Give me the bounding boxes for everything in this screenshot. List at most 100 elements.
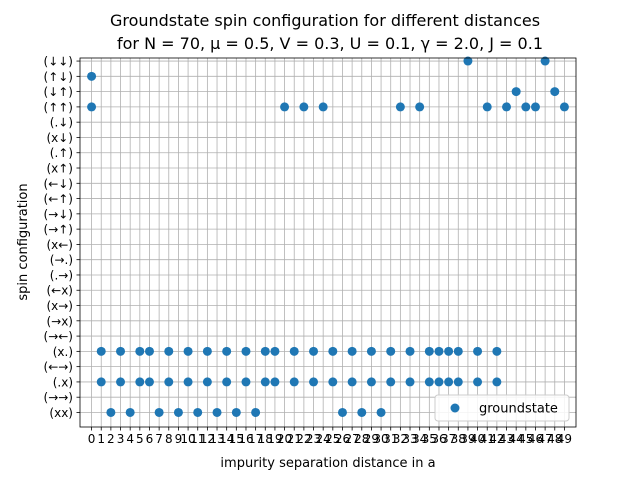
x-tick-label: 25 [325, 432, 340, 446]
y-tick-label: (x→) [46, 299, 73, 313]
y-tick-label: (→↑) [44, 223, 73, 237]
data-point [183, 346, 193, 356]
x-tick-label: 3 [117, 432, 125, 446]
x-tick-label: 22 [296, 432, 311, 446]
y-tick-label: (.↓) [50, 116, 73, 130]
data-point [376, 407, 386, 417]
x-tick-label: 7 [155, 432, 163, 446]
x-tick-label: 6 [146, 432, 154, 446]
x-tick-label: 45 [518, 432, 533, 446]
data-point [164, 377, 174, 387]
x-tick-label: 4 [126, 432, 134, 446]
legend-marker [450, 403, 460, 413]
data-point [521, 102, 531, 112]
data-point [473, 346, 483, 356]
x-tick-label: 15 [229, 432, 244, 446]
data-point [106, 407, 116, 417]
data-point [502, 102, 512, 112]
x-tick-label: 14 [219, 432, 234, 446]
plot-frame [79, 57, 577, 428]
legend: groundstate [434, 394, 570, 422]
data-point [473, 377, 483, 387]
x-tick-label: 1 [97, 432, 105, 446]
x-tick-label: 28 [354, 432, 369, 446]
data-point [260, 377, 270, 387]
data-point [87, 102, 97, 112]
x-tick-label: 29 [364, 432, 379, 446]
y-axis-label: spin configuration [16, 183, 31, 300]
data-point [434, 377, 444, 387]
data-point [164, 346, 174, 356]
data-point [241, 346, 251, 356]
data-point [96, 346, 106, 356]
data-point [328, 346, 338, 356]
grid-lines [80, 58, 576, 427]
y-tick-label: (.→) [50, 268, 73, 282]
data-point [241, 377, 251, 387]
y-tick-label: (x↑) [46, 162, 73, 176]
x-tick-label: 38 [451, 432, 466, 446]
x-tick-label: 24 [316, 432, 331, 446]
data-point [366, 346, 376, 356]
y-tick-label: (.x) [53, 375, 73, 389]
x-tick-label: 26 [335, 432, 350, 446]
data-point [444, 377, 454, 387]
data-point [260, 346, 270, 356]
data-point [202, 377, 212, 387]
data-point [144, 377, 154, 387]
chart-title-line1: Groundstate spin configuration for diffe… [110, 11, 540, 30]
data-point [492, 377, 502, 387]
data-point [96, 377, 106, 387]
x-tick-label: 23 [306, 432, 321, 446]
data-point [366, 377, 376, 387]
x-tick-label: 41 [480, 432, 495, 446]
y-tick-label: (→←) [44, 330, 73, 344]
data-point [125, 407, 135, 417]
y-tick-label: (←↓) [44, 177, 73, 191]
data-point [173, 407, 183, 417]
data-point [530, 102, 540, 112]
legend-label: groundstate [479, 402, 558, 417]
x-tick-label: 8 [165, 432, 173, 446]
data-point [251, 407, 261, 417]
data-point [222, 377, 232, 387]
x-tick-label: 17 [248, 432, 263, 446]
data-point [116, 377, 126, 387]
data-point [318, 102, 328, 112]
data-point [231, 407, 241, 417]
data-point [424, 346, 434, 356]
x-tick-label: 5 [136, 432, 144, 446]
x-tick-label: 33 [402, 432, 417, 446]
x-tick-label: 11 [190, 432, 205, 446]
data-point [559, 102, 569, 112]
x-tick-label: 21 [287, 432, 302, 446]
x-tick-label: 47 [537, 432, 552, 446]
x-tick-label: 42 [489, 432, 504, 446]
x-tick-label: 0 [88, 432, 96, 446]
data-point [222, 346, 232, 356]
y-tick-label: (←x) [46, 284, 73, 298]
data-point [347, 377, 357, 387]
data-point [540, 56, 550, 66]
y-tick-label: (↓↑) [44, 85, 73, 99]
y-tick-label: (←→) [44, 360, 73, 374]
data-point [492, 346, 502, 356]
data-point [135, 377, 145, 387]
data-point [212, 407, 222, 417]
y-tick-label: (→.) [50, 253, 73, 267]
data-point [183, 377, 193, 387]
x-tick-label: 27 [344, 432, 359, 446]
y-tick-label: (x←) [46, 238, 73, 252]
y-axis-ticks: (xx)(→→) (.x)(←→)(x.)(→←) (→x)(x→)(←x) (.→)… [44, 55, 80, 420]
x-tick-label: 39 [460, 432, 475, 446]
data-point [453, 377, 463, 387]
data-point [405, 346, 415, 356]
x-tick-label: 49 [557, 432, 572, 446]
data-point [116, 346, 126, 356]
data-point [144, 346, 154, 356]
x-tick-label: 37 [441, 432, 456, 446]
x-tick-label: 34 [412, 432, 427, 446]
x-tick-label: 30 [373, 432, 388, 446]
x-tick-label: 20 [277, 432, 292, 446]
data-point [424, 377, 434, 387]
